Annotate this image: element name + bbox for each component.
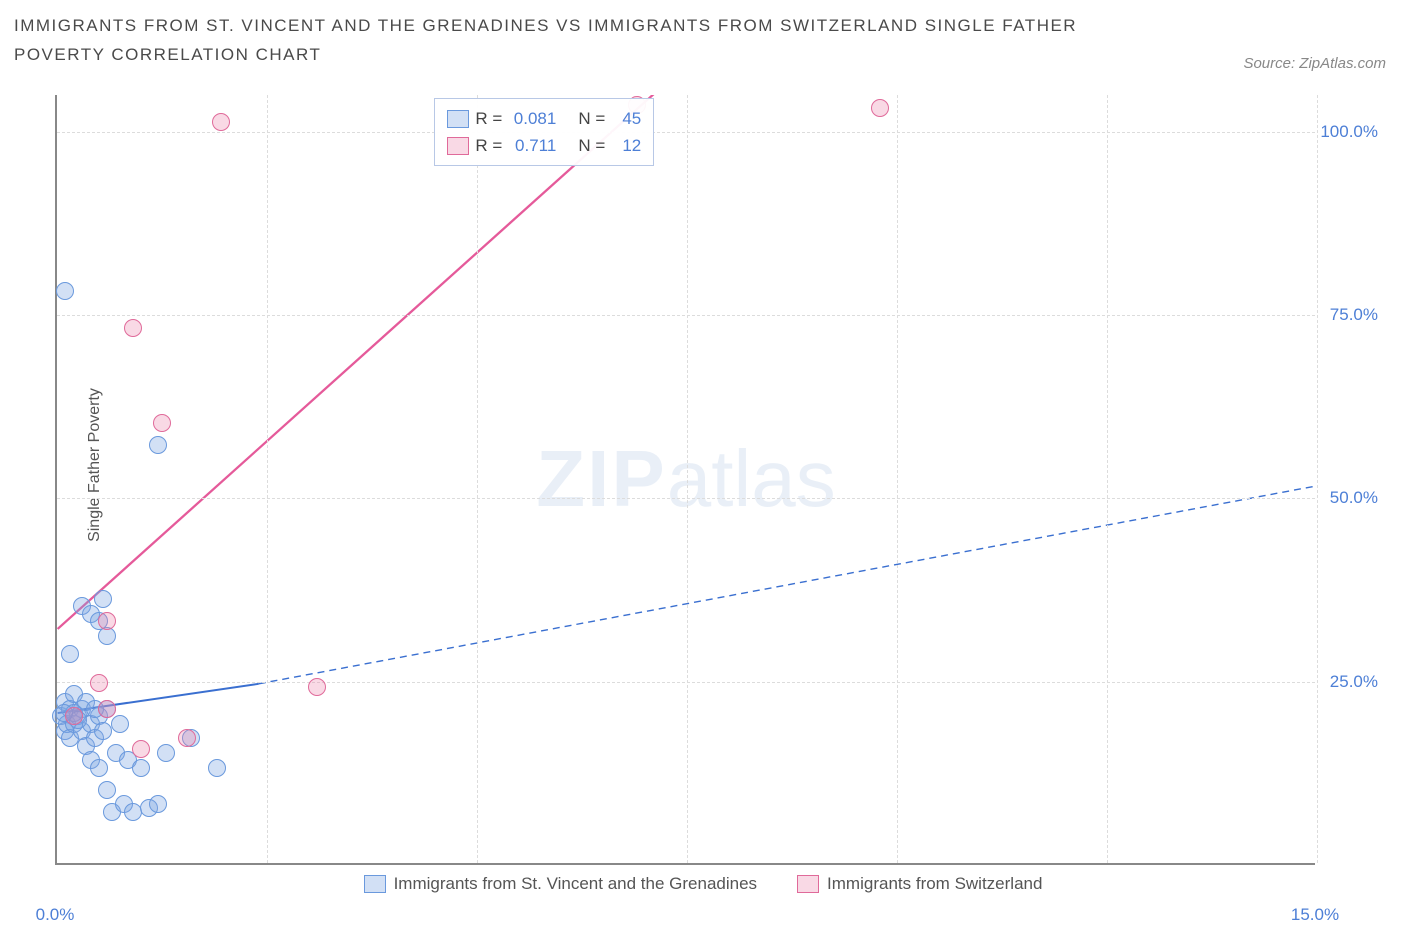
legend-series-name: Immigrants from Switzerland [827,874,1042,894]
data-point [153,414,171,432]
gridline-v [687,95,688,863]
data-point [124,803,142,821]
legend-swatch [797,875,819,893]
gridline-h [57,682,1315,683]
data-point [157,744,175,762]
trend-line [58,95,661,629]
y-tick-label: 100.0% [1320,122,1378,142]
stat-n-label: N = [578,132,605,159]
y-tick-label: 50.0% [1330,488,1378,508]
plot-area: ZIPatlas R =0.081 N =45 R =0.711 N =12 [55,95,1315,865]
trend-line-extrapolated [259,486,1315,683]
watermark-part2: atlas [667,434,836,523]
gridline-h [57,315,1315,316]
data-point [98,781,116,799]
gridline-v [1317,95,1318,863]
legend-series-name: Immigrants from St. Vincent and the Gren… [394,874,757,894]
data-point [98,612,116,630]
data-point [132,759,150,777]
bottom-legend-item: Immigrants from Switzerland [797,874,1042,894]
bottom-legend-item: Immigrants from St. Vincent and the Gren… [364,874,757,894]
data-point [65,707,83,725]
data-point [61,645,79,663]
data-point [132,740,150,758]
gridline-v [897,95,898,863]
data-point [149,795,167,813]
legend-swatch [447,110,469,128]
watermark: ZIPatlas [536,433,835,525]
data-point [90,759,108,777]
legend-swatch [447,137,469,155]
data-point [94,590,112,608]
data-point [178,729,196,747]
data-point [208,759,226,777]
data-point [98,700,116,718]
gridline-h [57,498,1315,499]
data-point [124,319,142,337]
y-tick-label: 25.0% [1330,672,1378,692]
data-point [871,99,889,117]
stat-n-value: 45 [611,105,641,132]
data-point [90,674,108,692]
data-point [212,113,230,131]
stat-n-label: N = [578,105,605,132]
stat-r-value: 0.081 [508,105,556,132]
source-credit: Source: ZipAtlas.com [1243,55,1386,72]
stat-n-value: 12 [611,132,641,159]
gridline-v [267,95,268,863]
stat-r-label: R = [475,132,502,159]
legend-swatch [364,875,386,893]
trend-lines-svg [57,95,1315,863]
chart-title: IMMIGRANTS FROM ST. VINCENT AND THE GREN… [14,12,1114,70]
x-tick-label: 0.0% [36,905,75,925]
stats-legend-row: R =0.081 N =45 [447,105,641,132]
y-tick-label: 75.0% [1330,305,1378,325]
gridline-v [1107,95,1108,863]
data-point [149,436,167,454]
data-point [308,678,326,696]
data-point [56,282,74,300]
stat-r-label: R = [475,105,502,132]
stat-r-value: 0.711 [508,132,556,159]
gridline-h [57,132,1315,133]
data-point [94,722,112,740]
bottom-legend: Immigrants from St. Vincent and the Gren… [0,874,1406,894]
stats-legend-row: R =0.711 N =12 [447,132,641,159]
data-point [111,715,129,733]
x-tick-label: 15.0% [1291,905,1339,925]
stats-legend-box: R =0.081 N =45 R =0.711 N =12 [434,98,654,166]
gridline-v [477,95,478,863]
watermark-part1: ZIP [536,434,666,523]
